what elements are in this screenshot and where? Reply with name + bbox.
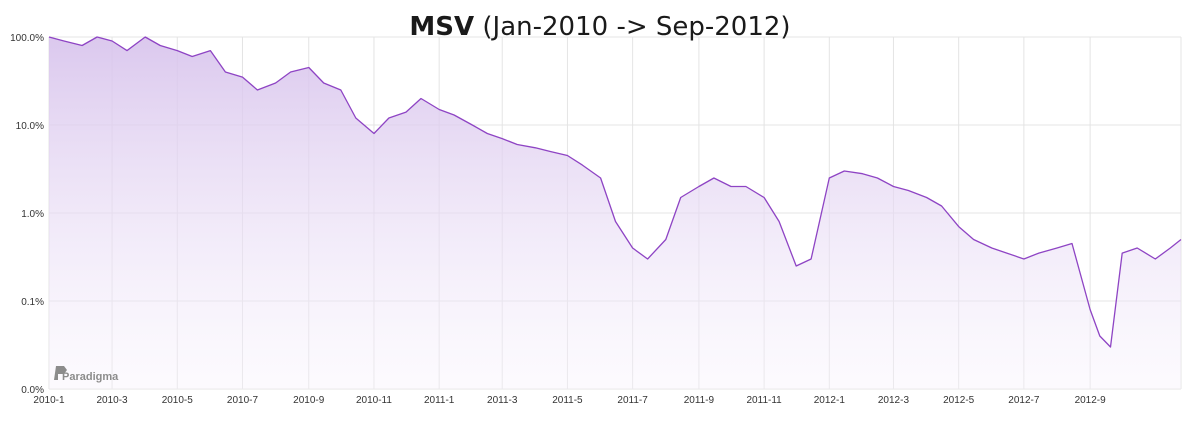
series-line <box>48 36 1182 348</box>
y-tick-label: 100.0% <box>10 33 44 44</box>
x-tick-label: 2011-1 <box>424 395 455 406</box>
x-tick-label: 2010-11 <box>356 395 392 406</box>
area-fill-layer <box>49 37 1181 389</box>
x-axis-ticks: 2010-1 2010-3 2010-5 2010-7 2010-9 2010-11 201… <box>33 395 1106 406</box>
chart-title-rest: (Jan-2010 -> Sep-2012) <box>482 12 791 42</box>
x-tick-label: 2011-9 <box>684 395 715 406</box>
y-tick-label: 10.0% <box>16 121 44 132</box>
y-tick-label: 0.1% <box>21 297 44 308</box>
chart-title-bold: MSV <box>409 12 475 42</box>
paradigma-logo: Paradigma <box>54 366 119 383</box>
x-tick-label: 2012-3 <box>878 395 910 406</box>
x-tick-label: 2010-5 <box>162 395 194 406</box>
line-layer <box>48 36 1182 348</box>
x-tick-label: 2012-5 <box>943 395 975 406</box>
x-tick-label: 2011-11 <box>747 395 783 406</box>
x-tick-label: 2010-3 <box>96 395 128 406</box>
y-axis-ticks: 0.0% 0.1% 1.0% 10.0% 100.0% <box>10 33 44 396</box>
x-tick-label: 2010-1 <box>33 395 65 406</box>
x-tick-label: 2012-7 <box>1008 395 1040 406</box>
x-tick-label: 2010-7 <box>227 395 259 406</box>
paradigma-icon <box>54 366 67 380</box>
x-tick-label: 2012-9 <box>1075 395 1107 406</box>
x-tick-label: 2011-3 <box>487 395 518 406</box>
x-tick-label: 2012-1 <box>814 395 846 406</box>
watermark-text: Paradigma <box>62 371 119 383</box>
x-tick-label: 2010-9 <box>293 395 325 406</box>
y-tick-label: 1.0% <box>21 209 44 220</box>
y-tick-label: 0.0% <box>21 385 44 396</box>
series-area <box>49 37 1181 389</box>
x-tick-label: 2011-7 <box>617 395 648 406</box>
chart-title: MSV (Jan-2010 -> Sep-2012) <box>0 12 1200 42</box>
x-tick-label: 2011-5 <box>552 395 583 406</box>
